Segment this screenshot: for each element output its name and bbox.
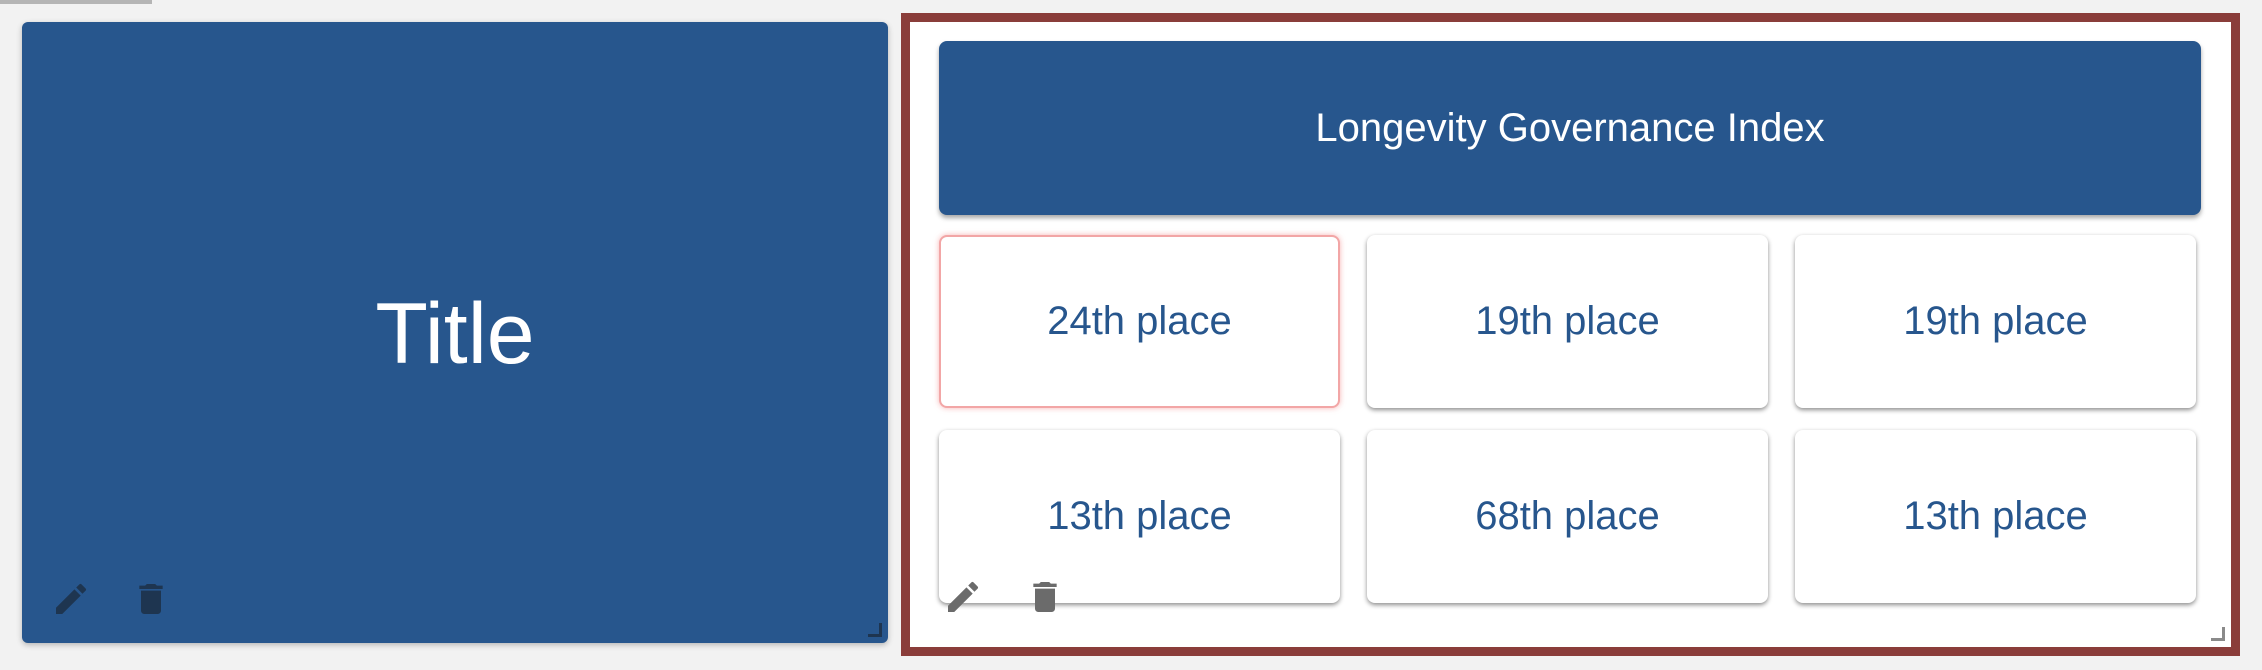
rank-cell[interactable]: 19th place [1795,235,2196,408]
index-header: Longevity Governance Index [939,41,2201,215]
top-tab-indicator [0,0,152,4]
rank-cell[interactable]: 68th place [1367,430,1768,603]
trash-icon [139,584,163,614]
rank-cell[interactable]: 13th place [939,430,1340,603]
title-widget[interactable]: Title [22,22,888,643]
delete-button[interactable] [128,576,174,622]
trash-icon [1033,582,1057,612]
resize-handle[interactable] [2211,627,2225,641]
delete-button[interactable] [1022,574,1068,620]
rank-cell[interactable]: 13th place [1795,430,2196,603]
edit-button[interactable] [48,576,94,622]
rank-cell[interactable]: 24th place [939,235,1340,408]
pencil-icon [56,583,87,614]
resize-handle[interactable] [868,623,882,637]
pencil-icon [948,581,979,612]
rank-cell[interactable]: 19th place [1367,235,1768,408]
widget-title: Title [375,286,535,382]
edit-button[interactable] [940,574,986,620]
